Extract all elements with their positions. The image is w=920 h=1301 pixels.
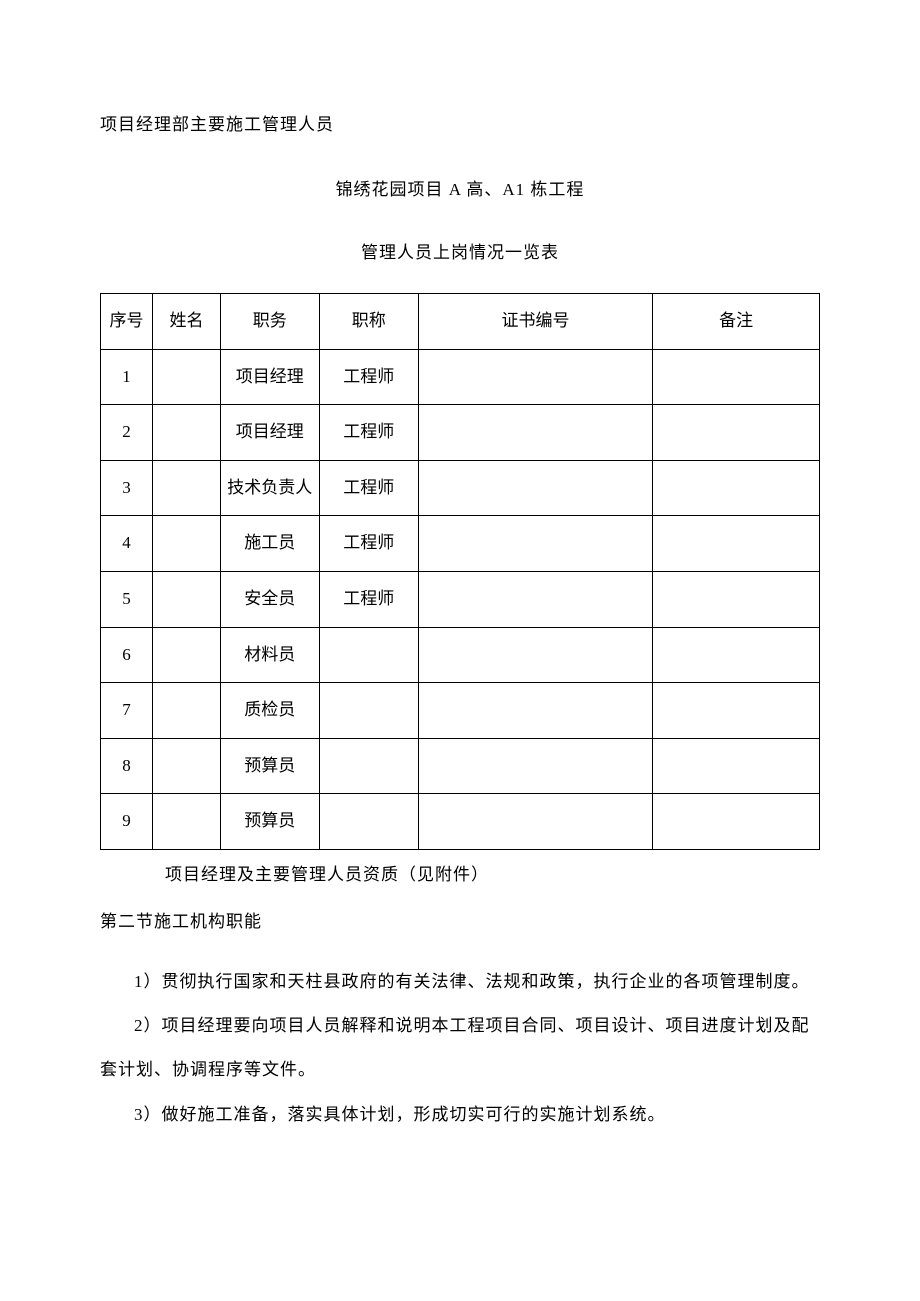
heading-project: 锦绣花园项目 A 高、A1 栋工程 (100, 175, 820, 200)
table-cell: 技术负责人 (220, 460, 319, 516)
table-cell (319, 683, 418, 739)
table-cell (319, 794, 418, 850)
table-cell (653, 627, 820, 683)
paragraphs-container: 1）贯彻执行国家和天柱县政府的有关法律、法规和政策，执行企业的各项管理制度。2）… (100, 960, 820, 1137)
table-cell: 预算员 (220, 738, 319, 794)
table-cell (418, 627, 652, 683)
table-cell (653, 738, 820, 794)
table-cell (653, 460, 820, 516)
table-cell: 材料员 (220, 627, 319, 683)
table-cell: 工程师 (319, 405, 418, 461)
table-cell (418, 405, 652, 461)
col-header-cert: 证书编号 (418, 294, 652, 350)
table-cell (653, 683, 820, 739)
body-paragraph: 3）做好施工准备，落实具体计划，形成切实可行的实施计划系统。 (100, 1093, 820, 1137)
table-header-row: 序号 姓名 职务 职称 证书编号 备注 (101, 294, 820, 350)
table-cell: 6 (101, 627, 153, 683)
table-cell: 3 (101, 460, 153, 516)
table-cell (319, 738, 418, 794)
table-row: 2 项目经理工程师 (101, 405, 820, 461)
table-cell (153, 571, 221, 627)
table-cell (418, 516, 652, 572)
table-row: 4 施工员工程师 (101, 516, 820, 572)
table-cell: 4 (101, 516, 153, 572)
table-cell (653, 794, 820, 850)
table-cell (418, 794, 652, 850)
table-cell: 施工员 (220, 516, 319, 572)
table-cell: 1 (101, 349, 153, 405)
table-cell: 项目经理 (220, 405, 319, 461)
qualification-note: 项目经理及主要管理人员资质（见附件） (100, 860, 820, 885)
personnel-table: 序号 姓名 职务 职称 证书编号 备注 1项目经理工程师2项目经理工程师3技术负… (100, 293, 820, 850)
body-paragraph: 1）贯彻执行国家和天柱县政府的有关法律、法规和政策，执行企业的各项管理制度。 (100, 960, 820, 1004)
col-header-position: 职务 (220, 294, 319, 350)
table-row: 7 质检员 (101, 683, 820, 739)
table-cell (653, 349, 820, 405)
table-cell: 5 (101, 571, 153, 627)
table-cell: 工程师 (319, 460, 418, 516)
table-row: 1 项目经理工程师 (101, 349, 820, 405)
table-cell (653, 405, 820, 461)
table-row: 9 预算员 (101, 794, 820, 850)
table-cell (418, 683, 652, 739)
heading-table-title: 管理人员上岗情况一览表 (100, 238, 820, 263)
table-cell: 质检员 (220, 683, 319, 739)
col-header-seq: 序号 (101, 294, 153, 350)
col-header-name: 姓名 (153, 294, 221, 350)
table-row: 5 安全员工程师 (101, 571, 820, 627)
table-cell: 项目经理 (220, 349, 319, 405)
section-heading: 第二节施工机构职能 (100, 907, 820, 932)
table-cell: 工程师 (319, 349, 418, 405)
table-cell (153, 405, 221, 461)
table-row: 8 预算员 (101, 738, 820, 794)
table-cell (418, 349, 652, 405)
table-cell: 7 (101, 683, 153, 739)
table-cell: 安全员 (220, 571, 319, 627)
table-cell (418, 738, 652, 794)
table-body: 1项目经理工程师2项目经理工程师3技术负责人工程师4施工员工程师5安全员工程师6… (101, 349, 820, 849)
table-cell (653, 571, 820, 627)
table-cell (319, 627, 418, 683)
table-row: 3 技术负责人工程师 (101, 460, 820, 516)
table-cell (418, 460, 652, 516)
table-cell: 9 (101, 794, 153, 850)
table-cell (153, 794, 221, 850)
table-cell (153, 460, 221, 516)
table-cell (153, 738, 221, 794)
table-row: 6 材料员 (101, 627, 820, 683)
table-cell: 2 (101, 405, 153, 461)
table-cell (653, 516, 820, 572)
col-header-remark: 备注 (653, 294, 820, 350)
body-paragraph: 2）项目经理要向项目人员解释和说明本工程项目合同、项目设计、项目进度计划及配套计… (100, 1004, 820, 1092)
heading-personnel: 项目经理部主要施工管理人员 (100, 110, 820, 135)
table-cell (418, 571, 652, 627)
table-cell: 工程师 (319, 571, 418, 627)
table-cell (153, 516, 221, 572)
table-cell (153, 349, 221, 405)
table-cell (153, 683, 221, 739)
table-cell (153, 627, 221, 683)
table-cell: 8 (101, 738, 153, 794)
col-header-title: 职称 (319, 294, 418, 350)
table-cell: 预算员 (220, 794, 319, 850)
table-cell: 工程师 (319, 516, 418, 572)
